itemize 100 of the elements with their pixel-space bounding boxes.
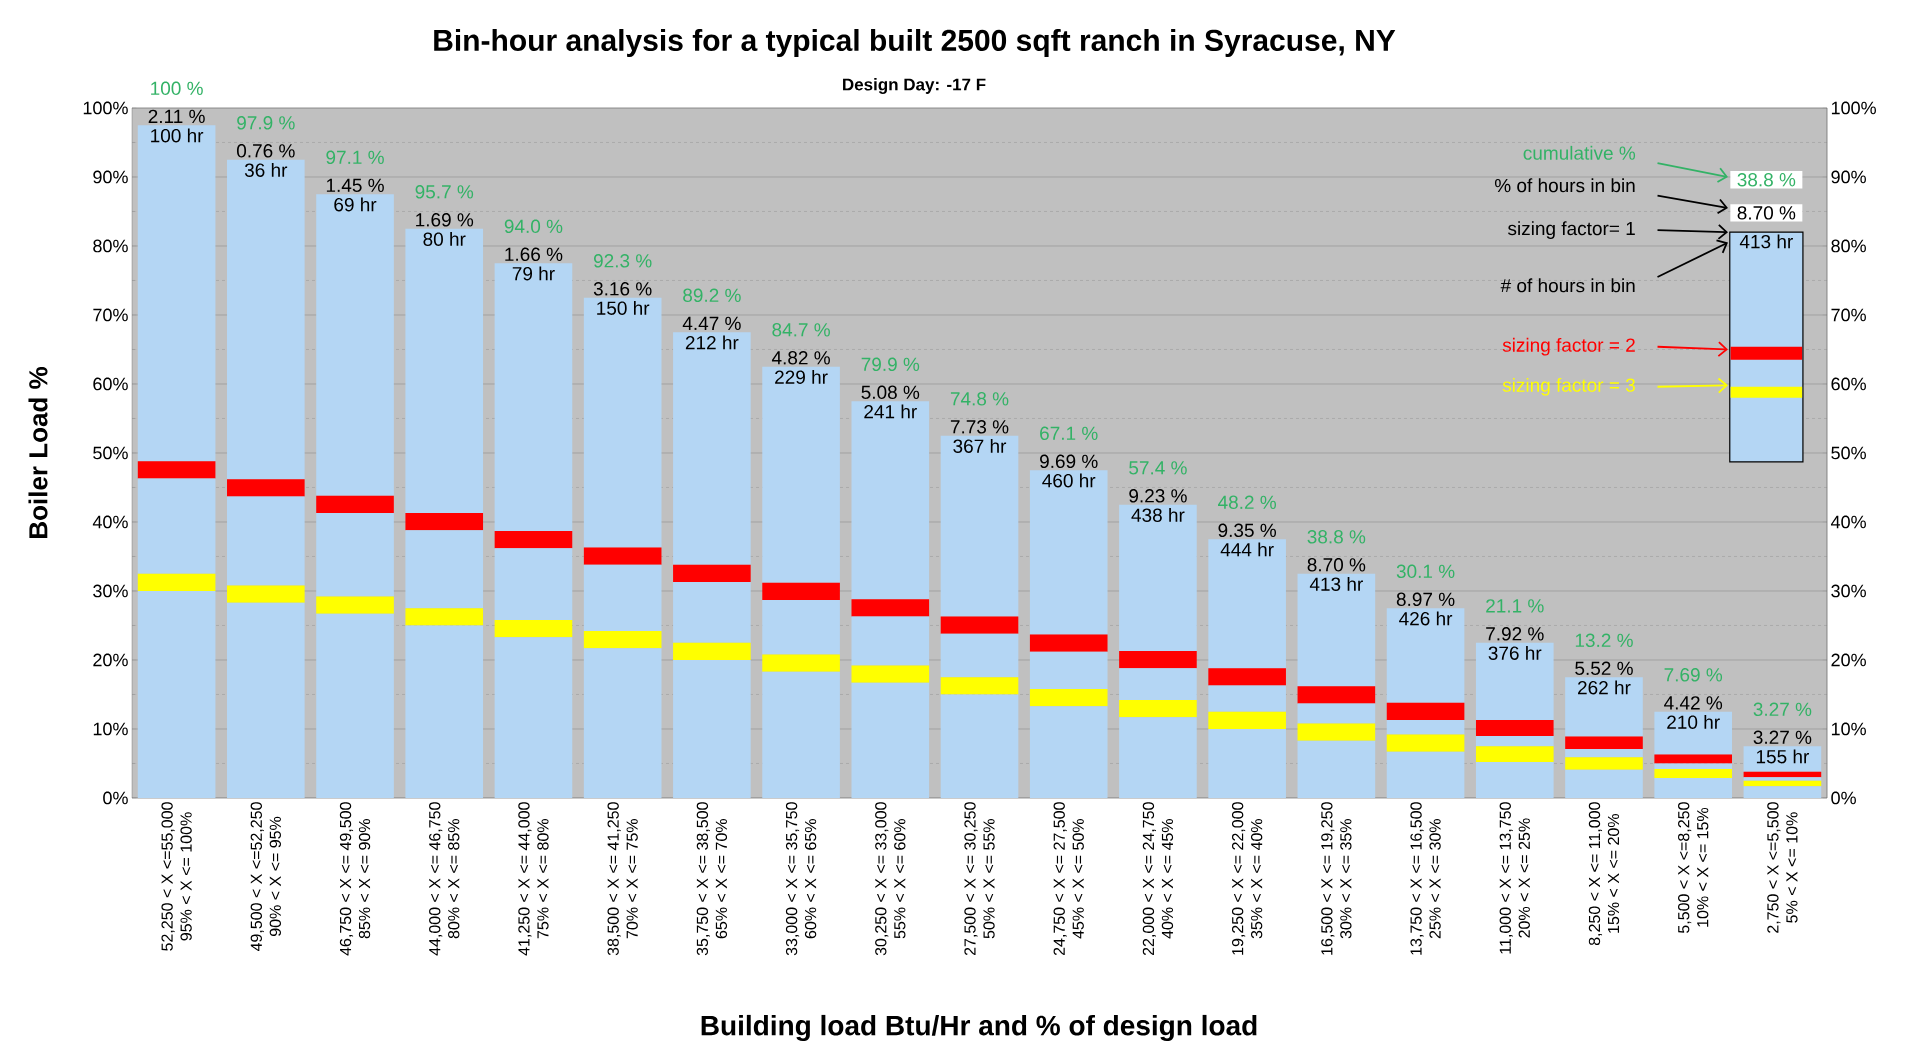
bar	[227, 602, 305, 798]
bar	[1119, 700, 1197, 718]
annotation: 92.3 %	[593, 254, 652, 268]
annotation: 2.11 %	[148, 109, 205, 124]
y-tick-label: 100%	[83, 101, 128, 115]
annotation: 1.66 %	[505, 247, 563, 262]
annotation: 67.1 %	[1040, 426, 1098, 441]
bar	[940, 677, 1019, 695]
annotation: 84.7 %	[772, 323, 830, 337]
bar	[494, 530, 573, 549]
annotation: sizing factor= 1	[1508, 221, 1635, 239]
x-axis-title: Building load Btu/Hr and % of design load	[701, 1014, 1257, 1042]
bar	[1654, 754, 1733, 764]
y2-tick-label: 100%	[1831, 101, 1876, 115]
bar	[1386, 734, 1465, 752]
annotation: 413 hr	[1739, 234, 1793, 249]
annotation: cumulative %	[1523, 145, 1636, 160]
x-tick-label: 49,500 < X <=52,250 90% < X <= 95%	[250, 802, 281, 952]
x-tick-label: 41,250 < X <= 44,000 75% < X <= 80%	[518, 802, 549, 956]
bar	[1208, 711, 1286, 729]
bar	[1297, 740, 1376, 798]
annotation: 8.70 %	[1737, 206, 1796, 220]
annotation: 212 hr	[685, 335, 739, 350]
bar	[940, 616, 1019, 634]
annotation: 30.1 %	[1396, 564, 1455, 579]
y2-tick-label: 0%	[1831, 791, 1856, 805]
bar	[1029, 634, 1108, 652]
bar	[316, 596, 394, 614]
annotation: 4.47 %	[682, 316, 741, 331]
x-tick-label: 33,000 < X <= 35,750 60% < X <= 65%	[785, 802, 817, 956]
annotation: 94.0 %	[504, 219, 563, 234]
y-tick-label: 10%	[93, 722, 128, 736]
bar	[137, 573, 216, 591]
y-tick-label: 70%	[93, 308, 128, 322]
annotation: 5.52 %	[1575, 661, 1633, 676]
y2-tick-label: 60%	[1831, 377, 1866, 391]
annotation: 1.69 %	[416, 213, 474, 227]
bar	[1475, 746, 1554, 763]
annotation: 89.2 %	[683, 288, 741, 303]
annotation: 376 hr	[1488, 645, 1542, 660]
bar	[1029, 688, 1108, 707]
bar	[583, 631, 662, 649]
annotation: 8.70 %	[1307, 558, 1366, 572]
annotation: 9.23 %	[1129, 489, 1187, 503]
bar	[137, 461, 216, 479]
bar	[316, 194, 394, 496]
bar	[1475, 735, 1554, 747]
annotation: 13.2 %	[1575, 633, 1633, 648]
bar	[1297, 723, 1376, 741]
bar	[583, 297, 662, 548]
annotation: 0.76 %	[236, 144, 295, 158]
annotation: 79 hr	[512, 266, 555, 281]
bar	[1475, 642, 1554, 721]
y2-tick-label: 50%	[1831, 446, 1866, 460]
annotation: 3.16 %	[593, 282, 652, 296]
bar	[1119, 668, 1197, 701]
annotation: 7.92 %	[1486, 627, 1544, 641]
bar	[1029, 651, 1108, 689]
y2-tick-label: 30%	[1831, 584, 1866, 598]
annotation: 97.1 %	[326, 150, 384, 165]
bar	[1743, 786, 1822, 798]
bar	[1208, 668, 1286, 686]
bar	[1029, 706, 1108, 798]
annotation: 48.2 %	[1218, 495, 1277, 510]
x-tick-label: 35,750 < X <= 38,500 65% < X <= 70%	[696, 802, 728, 956]
annotation: 150 hr	[597, 300, 650, 315]
x-tick-label: 5,500 < X <=8,250 10% < X <= 15%	[1678, 802, 1709, 934]
bar	[1654, 769, 1733, 778]
bar	[405, 608, 484, 626]
y-tick-label: 90%	[93, 170, 128, 184]
bar	[583, 564, 662, 632]
bar	[1297, 703, 1376, 724]
chart-subtitle: Design Day: -17 F	[843, 78, 986, 94]
bar	[1743, 780, 1822, 787]
bar	[1386, 702, 1465, 721]
bar	[851, 665, 930, 683]
annotation: 38.8 %	[1737, 173, 1796, 187]
x-tick-label: 24,750 < X <= 27,500 45% < X <= 50%	[1053, 802, 1084, 956]
annotation: 4.42 %	[1664, 696, 1723, 710]
bar	[1386, 720, 1465, 735]
x-tick-label: 27,500 < X <= 30,250 50% < X <= 55%	[964, 802, 995, 956]
bar	[940, 633, 1019, 678]
bar	[1565, 749, 1643, 758]
annotation: 74.8 %	[950, 392, 1009, 406]
y-tick-label: 80%	[93, 239, 128, 253]
annotation: 7.73 %	[950, 420, 1009, 434]
bar	[494, 637, 573, 798]
annotation: 4.82 %	[771, 351, 830, 365]
bar	[405, 625, 484, 798]
annotation: 367 hr	[953, 438, 1007, 453]
y-tick-label: 0%	[103, 791, 128, 805]
x-tick-label: 11,000 < X <= 13,750 20% < X <= 25%	[1499, 802, 1530, 954]
y-axis-title: Boiler Load %	[28, 367, 48, 538]
bar	[1743, 771, 1822, 778]
annotation: 155 hr	[1756, 749, 1809, 764]
bar	[494, 548, 573, 620]
annotation: 69 hr	[334, 197, 377, 212]
annotation: 57.4 %	[1129, 461, 1187, 475]
bar	[762, 654, 840, 672]
annotation: % of hours in bin	[1494, 178, 1635, 193]
